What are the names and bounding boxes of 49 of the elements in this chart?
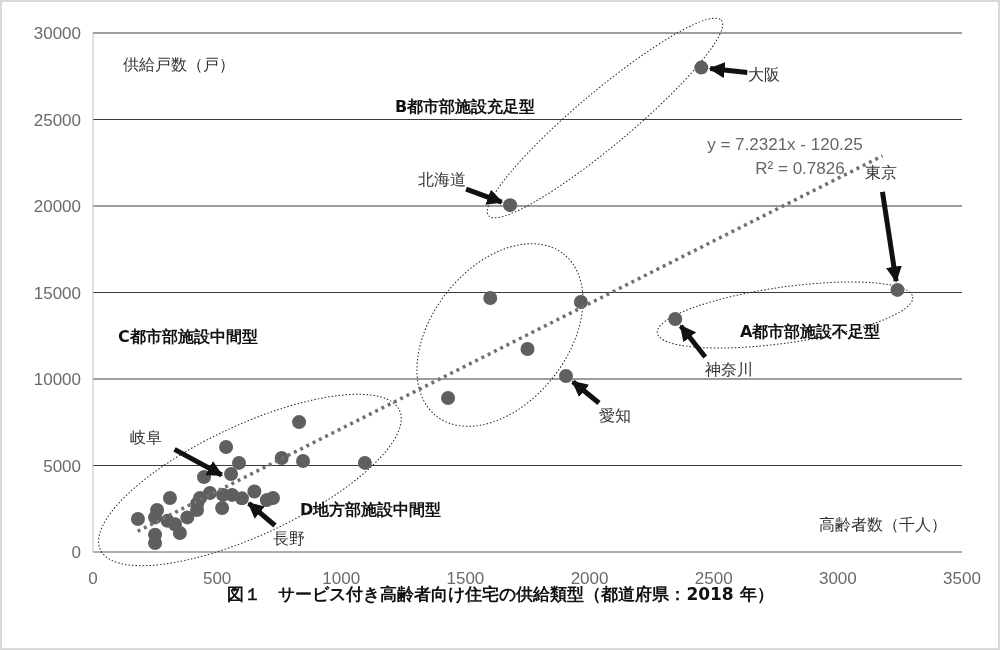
y-tick-label: 20000 — [33, 197, 81, 216]
annotation: 長野 — [272, 528, 305, 548]
point — [296, 454, 311, 468]
point — [215, 501, 230, 516]
point — [219, 439, 234, 454]
annotation: 大阪 — [748, 64, 781, 84]
point — [234, 491, 249, 506]
point — [130, 511, 145, 526]
point — [694, 60, 709, 75]
y-tick-label: 10000 — [33, 370, 81, 389]
point — [196, 470, 211, 485]
annotation: 愛知 — [598, 406, 631, 426]
annotation: 神奈川 — [705, 359, 754, 379]
x-axis-title: 高齢者数（千人） — [819, 515, 947, 534]
annotation: D地方部施設中間型 — [300, 500, 442, 519]
annotation: 東京 — [865, 162, 898, 182]
point — [231, 455, 246, 470]
annotation: 岐阜 — [129, 428, 162, 448]
y-tick-label: 30000 — [33, 24, 81, 43]
point — [292, 415, 307, 430]
x-tick-label: 3500 — [943, 569, 981, 588]
point — [483, 291, 498, 306]
point — [441, 391, 456, 406]
annotation: C都市部施設中間型 — [118, 327, 258, 346]
y-tick-label: 5000 — [43, 456, 81, 476]
point — [224, 466, 239, 481]
y-axis-title: 供給戸数（戸） — [123, 55, 235, 74]
annotation: 北海道 — [418, 170, 467, 190]
point — [890, 282, 905, 297]
y-tick-label: 15000 — [33, 283, 81, 303]
point — [247, 484, 262, 499]
x-tick-label: 3000 — [818, 569, 857, 588]
point — [148, 510, 163, 525]
point — [558, 369, 573, 384]
point — [503, 198, 518, 213]
annotation: A都市部施設不足型 — [740, 322, 881, 341]
annotation: y = 7.2321x - 120.25 — [707, 135, 863, 154]
y-tick-label: 0 — [71, 543, 81, 562]
x-tick-label: 0 — [88, 569, 98, 588]
point — [573, 295, 588, 310]
annotation: B都市部施設充足型 — [395, 97, 536, 116]
point — [180, 510, 195, 525]
point — [520, 342, 535, 357]
point — [668, 311, 683, 326]
point — [259, 493, 274, 508]
point — [357, 455, 372, 470]
point — [162, 491, 177, 506]
annotation: R² = 0.7826 — [755, 159, 845, 178]
y-tick-label: 25000 — [33, 110, 81, 130]
